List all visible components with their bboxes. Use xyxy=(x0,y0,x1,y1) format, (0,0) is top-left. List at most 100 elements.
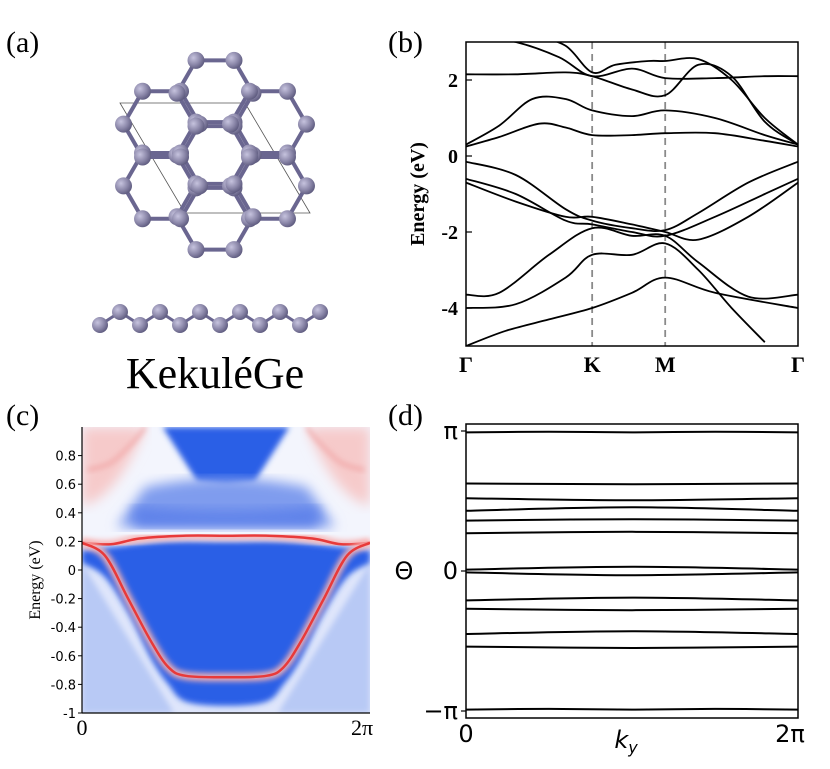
atom xyxy=(134,148,152,166)
side-atom xyxy=(292,317,308,333)
bands-group xyxy=(466,42,798,346)
atom xyxy=(240,148,258,166)
side-atom xyxy=(172,317,188,333)
band-line xyxy=(466,276,798,346)
y-tick-label: −π xyxy=(423,697,458,725)
atom xyxy=(187,117,205,135)
atom xyxy=(187,241,205,259)
upper-edge-right xyxy=(305,427,365,472)
panel-label-a: (a) xyxy=(6,26,39,59)
y-tick-label: -0.6 xyxy=(51,650,76,665)
y-tick-label: 0 xyxy=(448,146,458,168)
k-point-label: Γ xyxy=(459,352,473,377)
kekule-structure xyxy=(115,51,315,259)
x-axis-label: ky xyxy=(614,726,638,757)
band-structure-plot: 2 0 -2 -4 Γ K M Γ Energy (eV) xyxy=(407,41,805,377)
y-axis-label: Θ xyxy=(395,557,414,585)
x-tick-label: 2π xyxy=(775,720,805,748)
side-atom xyxy=(272,304,288,320)
y-tick-label: -4 xyxy=(441,298,458,320)
x-tick-label: 0 xyxy=(77,715,88,740)
atom xyxy=(225,175,243,193)
atom xyxy=(278,210,296,228)
wcc-line xyxy=(466,497,798,502)
band-line xyxy=(466,242,766,343)
wcc-line xyxy=(466,506,798,512)
atom xyxy=(191,177,209,195)
panel-label-d: (d) xyxy=(388,399,423,432)
atom xyxy=(168,84,186,102)
panel-label-c: (c) xyxy=(6,399,39,432)
y-tick-label: -0.4 xyxy=(51,621,76,636)
band-line xyxy=(466,181,798,241)
unit-cell xyxy=(119,102,311,214)
atom xyxy=(134,82,152,100)
y-tick-label: 0.4 xyxy=(55,507,76,522)
atom xyxy=(244,208,262,226)
atom xyxy=(187,51,205,69)
y-axis-label: Energy (eV) xyxy=(407,142,429,246)
wcc-line xyxy=(466,571,798,577)
atom xyxy=(172,148,190,166)
y-tick-label: 2 xyxy=(448,70,458,92)
panel-label-b: (b) xyxy=(388,26,423,59)
k-point-label: K xyxy=(584,352,601,377)
band-line xyxy=(466,226,798,300)
x-axis-label-subscript: y xyxy=(627,738,638,757)
side-atom xyxy=(92,317,108,333)
atom xyxy=(225,51,243,69)
y-tick-label: -0.2 xyxy=(51,593,76,608)
y-tick-label: -0.8 xyxy=(51,678,76,693)
side-atom xyxy=(312,304,328,320)
y-tick-label: -2 xyxy=(441,222,458,244)
bulk-wing-left xyxy=(82,562,175,713)
bulk-valence-region xyxy=(82,540,370,706)
bulk-conduction-inner xyxy=(133,505,319,528)
wcc-line xyxy=(466,596,798,602)
atom xyxy=(240,82,258,100)
structure-label: KekuléGe xyxy=(126,349,304,398)
edge-state-line xyxy=(82,534,370,546)
side-view-structure xyxy=(92,304,328,333)
wcc-line xyxy=(466,518,798,522)
y-tick-label: 0.8 xyxy=(55,450,76,465)
k-point-label: Γ xyxy=(791,352,805,377)
y-tick-label: 0.6 xyxy=(55,478,76,493)
atom xyxy=(115,177,133,195)
band-line xyxy=(466,122,798,148)
upper-edge-left xyxy=(87,427,147,472)
band-line xyxy=(466,160,798,232)
wcc-group xyxy=(466,430,798,711)
atom xyxy=(134,210,152,228)
wcc-line xyxy=(466,530,798,535)
side-atom xyxy=(192,304,208,320)
x-tick-label: 0 xyxy=(458,720,473,748)
atom xyxy=(297,177,315,195)
band-line xyxy=(511,42,798,80)
plot-frame xyxy=(465,423,799,719)
y-tick-label: π xyxy=(444,417,458,445)
atom xyxy=(221,115,239,133)
side-atom xyxy=(212,317,228,333)
edge-state-line xyxy=(82,541,370,679)
atom xyxy=(297,115,315,133)
side-atom xyxy=(152,304,168,320)
atom xyxy=(278,82,296,100)
bulk-wing-right xyxy=(277,562,370,713)
wcc-line xyxy=(466,482,798,486)
wcc-line xyxy=(466,430,798,434)
side-atom xyxy=(112,304,128,320)
wcc-line xyxy=(466,630,798,635)
wcc-line xyxy=(466,607,798,612)
atom xyxy=(115,115,133,133)
band-line xyxy=(555,42,798,146)
y-tick-label: -1 xyxy=(63,707,76,722)
side-atom xyxy=(132,317,148,333)
atom xyxy=(172,210,190,228)
band-line xyxy=(466,177,798,238)
heatmap-area xyxy=(82,427,370,713)
edge-spectrum-plot: 0.80.60.40.20-0.2-0.4-0.6-0.8-10 2πEnergy… xyxy=(27,427,373,740)
wcc-line xyxy=(466,645,798,650)
